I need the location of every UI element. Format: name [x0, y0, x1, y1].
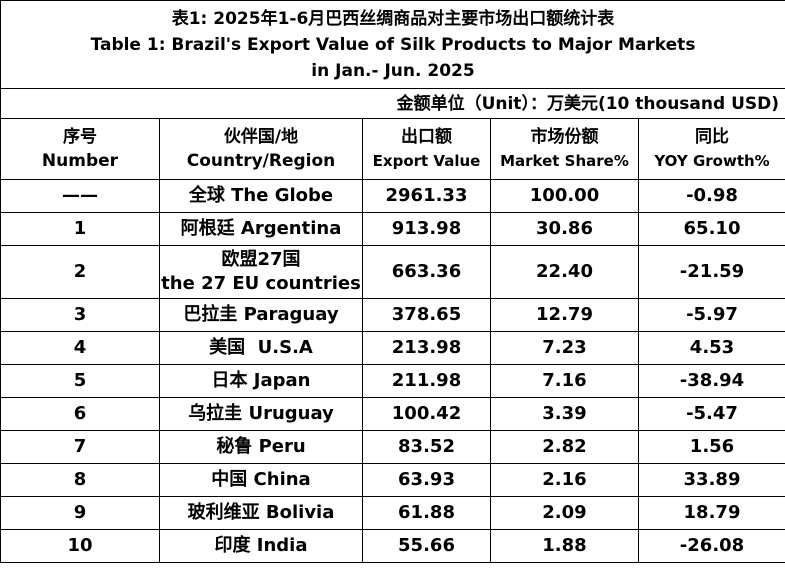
cell-number: 6 — [0, 397, 160, 431]
cell-market-share: 2.09 — [490, 496, 639, 530]
header-country: 伙伴国/地 Country/Region — [159, 118, 363, 180]
header-yoy-en: YOY Growth% — [654, 152, 770, 170]
cell-yoy: -21.59 — [637, 245, 785, 299]
cell-number: 2 — [0, 245, 160, 299]
cell-number: 5 — [0, 364, 160, 398]
title-zh: 表1: 2025年1-6月巴西丝绸商品对主要市场出口额统计表 — [171, 8, 615, 29]
cell-export-value: 663.36 — [362, 245, 491, 299]
cell-number: 8 — [0, 463, 160, 497]
header-number-zh: 序号 — [63, 127, 97, 147]
cell-market-share: 12.79 — [490, 298, 639, 332]
header-yoy-zh: 同比 — [695, 127, 729, 147]
table-row: 7 秘鲁 Peru 83.52 2.82 1.56 — [0, 430, 785, 464]
title-en-line1: Table 1: Brazil's Export Value of Silk P… — [90, 34, 696, 55]
cell-yoy: 33.89 — [637, 463, 785, 497]
cell-market-share: 1.88 — [490, 529, 639, 563]
header-export-value-en: Export Value — [372, 152, 481, 170]
cell-country: 日本 Japan — [159, 364, 363, 398]
cell-market-share: 7.23 — [490, 331, 639, 365]
header-market-share-zh: 市场份额 — [530, 127, 599, 147]
table-row: 10 印度 India 55.66 1.88 -26.08 — [0, 529, 785, 563]
header-country-zh: 伙伴国/地 — [223, 127, 299, 147]
cell-export-value: 63.93 — [362, 463, 491, 497]
cell-export-value: 100.42 — [362, 397, 491, 431]
cell-export-value: 61.88 — [362, 496, 491, 530]
cell-market-share: 100.00 — [490, 179, 639, 213]
table-row: 9 玻利维亚 Bolivia 61.88 2.09 18.79 — [0, 496, 785, 530]
header-number: 序号 Number — [0, 118, 160, 180]
cell-country: 阿根廷 Argentina — [159, 212, 363, 246]
cell-country-line2: the 27 EU countries — [161, 273, 361, 294]
table-title: 表1: 2025年1-6月巴西丝绸商品对主要市场出口额统计表 Table 1: … — [0, 0, 785, 89]
cell-country: 巴拉圭 Paraguay — [159, 298, 363, 332]
cell-country: 印度 India — [159, 529, 363, 563]
cell-export-value: 913.98 — [362, 212, 491, 246]
table-row: 8 中国 China 63.93 2.16 33.89 — [0, 463, 785, 497]
cell-number: 3 — [0, 298, 160, 332]
cell-country: 乌拉圭 Uruguay — [159, 397, 363, 431]
header-number-en: Number — [41, 151, 119, 171]
cell-export-value: 213.98 — [362, 331, 491, 365]
cell-yoy: -26.08 — [637, 529, 785, 563]
cell-yoy: -5.97 — [637, 298, 785, 332]
cell-market-share: 7.16 — [490, 364, 639, 398]
header-market-share-en: Market Share% — [500, 152, 629, 170]
header-country-en: Country/Region — [186, 151, 336, 171]
cell-country: 欧盟27国 the 27 EU countries — [159, 245, 363, 299]
cell-yoy: 18.79 — [637, 496, 785, 530]
table-row: 2 欧盟27国 the 27 EU countries 663.36 22.40… — [0, 245, 785, 299]
cell-export-value: 2961.33 — [362, 179, 491, 213]
cell-number: 9 — [0, 496, 160, 530]
unit-note: 金额单位（Unit）：万美元(10 thousand USD) — [0, 88, 785, 119]
header-yoy: 同比 YOY Growth% — [637, 118, 785, 180]
cell-market-share: 3.39 — [490, 397, 639, 431]
cell-yoy: -0.98 — [637, 179, 785, 213]
cell-number: —— — [0, 179, 160, 213]
cell-yoy: -38.94 — [637, 364, 785, 398]
cell-country: 全球 The Globe — [159, 179, 363, 213]
cell-number: 1 — [0, 212, 160, 246]
cell-number: 7 — [0, 430, 160, 464]
cell-export-value: 211.98 — [362, 364, 491, 398]
cell-yoy: 1.56 — [637, 430, 785, 464]
cell-country: 秘鲁 Peru — [159, 430, 363, 464]
cell-number: 10 — [0, 529, 160, 563]
table-row: 3 巴拉圭 Paraguay 378.65 12.79 -5.97 — [0, 298, 785, 332]
cell-yoy: -5.47 — [637, 397, 785, 431]
cell-market-share: 2.82 — [490, 430, 639, 464]
cell-market-share: 30.86 — [490, 212, 639, 246]
header-export-value-zh: 出口额 — [401, 127, 452, 147]
cell-country: 中国 China — [159, 463, 363, 497]
title-en-line2: in Jan.- Jun. 2025 — [311, 60, 475, 81]
table-row: —— 全球 The Globe 2961.33 100.00 -0.98 — [0, 179, 785, 213]
table-row: 5 日本 Japan 211.98 7.16 -38.94 — [0, 364, 785, 398]
cell-yoy: 4.53 — [637, 331, 785, 365]
header-market-share: 市场份额 Market Share% — [490, 118, 639, 180]
cell-market-share: 22.40 — [490, 245, 639, 299]
cell-yoy: 65.10 — [637, 212, 785, 246]
header-export-value: 出口额 Export Value — [362, 118, 491, 180]
cell-market-share: 2.16 — [490, 463, 639, 497]
cell-country: 美国 U.S.A — [159, 331, 363, 365]
header-row: 序号 Number 伙伴国/地 Country/Region 出口额 Expor… — [0, 118, 785, 180]
cell-country-line1: 欧盟27国 — [221, 249, 301, 270]
table-row: 4 美国 U.S.A 213.98 7.23 4.53 — [0, 331, 785, 365]
cell-number: 4 — [0, 331, 160, 365]
cell-country: 玻利维亚 Bolivia — [159, 496, 363, 530]
table-row: 1 阿根廷 Argentina 913.98 30.86 65.10 — [0, 212, 785, 246]
cell-export-value: 378.65 — [362, 298, 491, 332]
cell-export-value: 55.66 — [362, 529, 491, 563]
cell-export-value: 83.52 — [362, 430, 491, 464]
table-row: 6 乌拉圭 Uruguay 100.42 3.39 -5.47 — [0, 397, 785, 431]
